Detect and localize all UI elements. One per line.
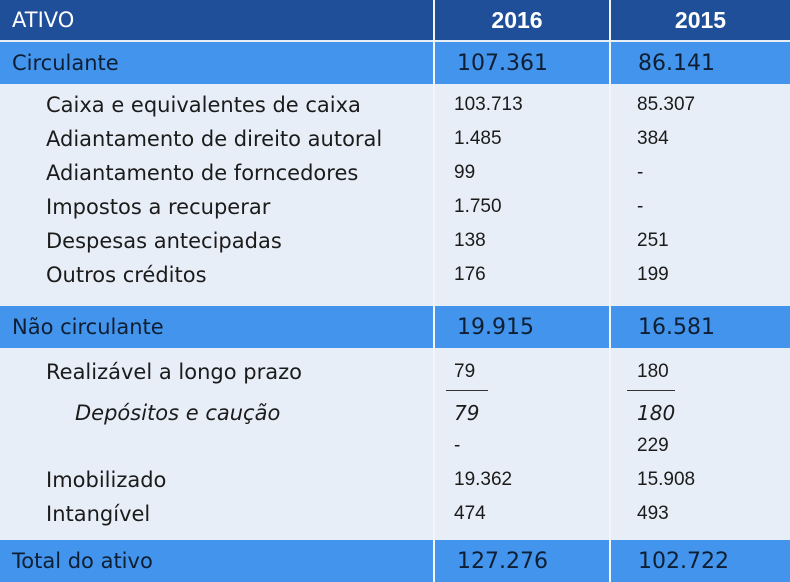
row-value-2016: 474 [454, 503, 486, 524]
table-header: ATIVO 2016 2015 [0, 0, 790, 40]
total-value-2015: 102.722 [638, 548, 729, 574]
row-value-2016: 1.485 [454, 128, 502, 149]
table-row: Despesas antecipadas 138 251 [0, 224, 790, 258]
section-value-2016: 107.361 [457, 50, 548, 76]
table-row: Adiantamento de forncedores 99 - [0, 156, 790, 190]
table-row: Depósitos e caução 79 180 [0, 395, 790, 431]
row-value-2016: 79 [454, 361, 476, 382]
table-row: Caixa e equivalentes de caixa 103.713 85… [0, 88, 790, 122]
row-value-2015: 229 [637, 435, 669, 456]
row-value-2016: 176 [454, 264, 486, 285]
section-circulante: Circulante 107.361 86.141 [0, 42, 790, 84]
subtotal-rule [627, 390, 675, 391]
table-row: Outros créditos 176 199 [0, 258, 790, 292]
header-2016: 2016 [491, 6, 543, 33]
header-2015: 2015 [674, 6, 727, 33]
row-value-2015: 251 [637, 230, 669, 251]
row-label: Adiantamento de forncedores [46, 161, 359, 185]
total-label: Total do ativo [12, 549, 153, 573]
total-row: Total do ativo 127.276 102.722 [0, 540, 790, 582]
row-value-2015: 180 [637, 401, 676, 425]
table-row: - 229 [0, 430, 790, 462]
row-label: Adiantamento de direito autoral [46, 127, 383, 151]
section-value-2015: 86.141 [638, 50, 715, 76]
row-value-2015: - [637, 196, 644, 217]
row-label [0, 430, 433, 462]
header-ativo: ATIVO [12, 8, 75, 32]
row-label: Realizável a longo prazo [46, 360, 302, 384]
row-value-2016: 99 [454, 162, 476, 183]
row-label: Depósitos e caução [75, 401, 281, 425]
row-value-2016: 138 [454, 230, 486, 251]
row-value-2016: 103.713 [454, 94, 523, 115]
row-value-2015: - [637, 162, 644, 183]
row-value-2015: 85.307 [637, 94, 696, 115]
row-value-2015: 15.908 [637, 469, 696, 490]
table-row: Realizável a longo prazo 79 180 [0, 354, 790, 390]
row-value-2016: - [454, 435, 461, 456]
section-label: Circulante [12, 51, 119, 75]
row-value-2016: 79 [454, 401, 480, 425]
section-nao-circulante: Não circulante 19.915 16.581 [0, 306, 790, 348]
table-row: Imobilizado 19.362 15.908 [0, 463, 790, 497]
row-label: Outros créditos [46, 263, 207, 287]
column-divider [433, 0, 435, 582]
column-divider [609, 0, 611, 582]
total-value-2016: 127.276 [457, 548, 548, 574]
row-value-2015: 493 [637, 503, 669, 524]
row-value-2015: 180 [637, 361, 669, 382]
table-row: Adiantamento de direito autoral 1.485 38… [0, 122, 790, 156]
subtotal-rule [446, 390, 488, 391]
row-value-2015: 199 [637, 264, 669, 285]
row-label: Imobilizado [46, 468, 167, 492]
section-label: Não circulante [12, 315, 164, 339]
row-value-2015: 384 [637, 128, 669, 149]
row-label: Caixa e equivalentes de caixa [46, 93, 361, 117]
row-value-2016: 1.750 [454, 196, 502, 217]
row-value-2016: 19.362 [454, 469, 513, 490]
table-row: Intangível 474 493 [0, 497, 790, 531]
row-label: Despesas antecipadas [46, 229, 282, 253]
row-label: Impostos a recuperar [46, 195, 271, 219]
table-row: Impostos a recuperar 1.750 - [0, 190, 790, 224]
row-label: Intangível [46, 502, 151, 526]
section-value-2015: 16.581 [638, 314, 715, 340]
section-value-2016: 19.915 [457, 314, 534, 340]
